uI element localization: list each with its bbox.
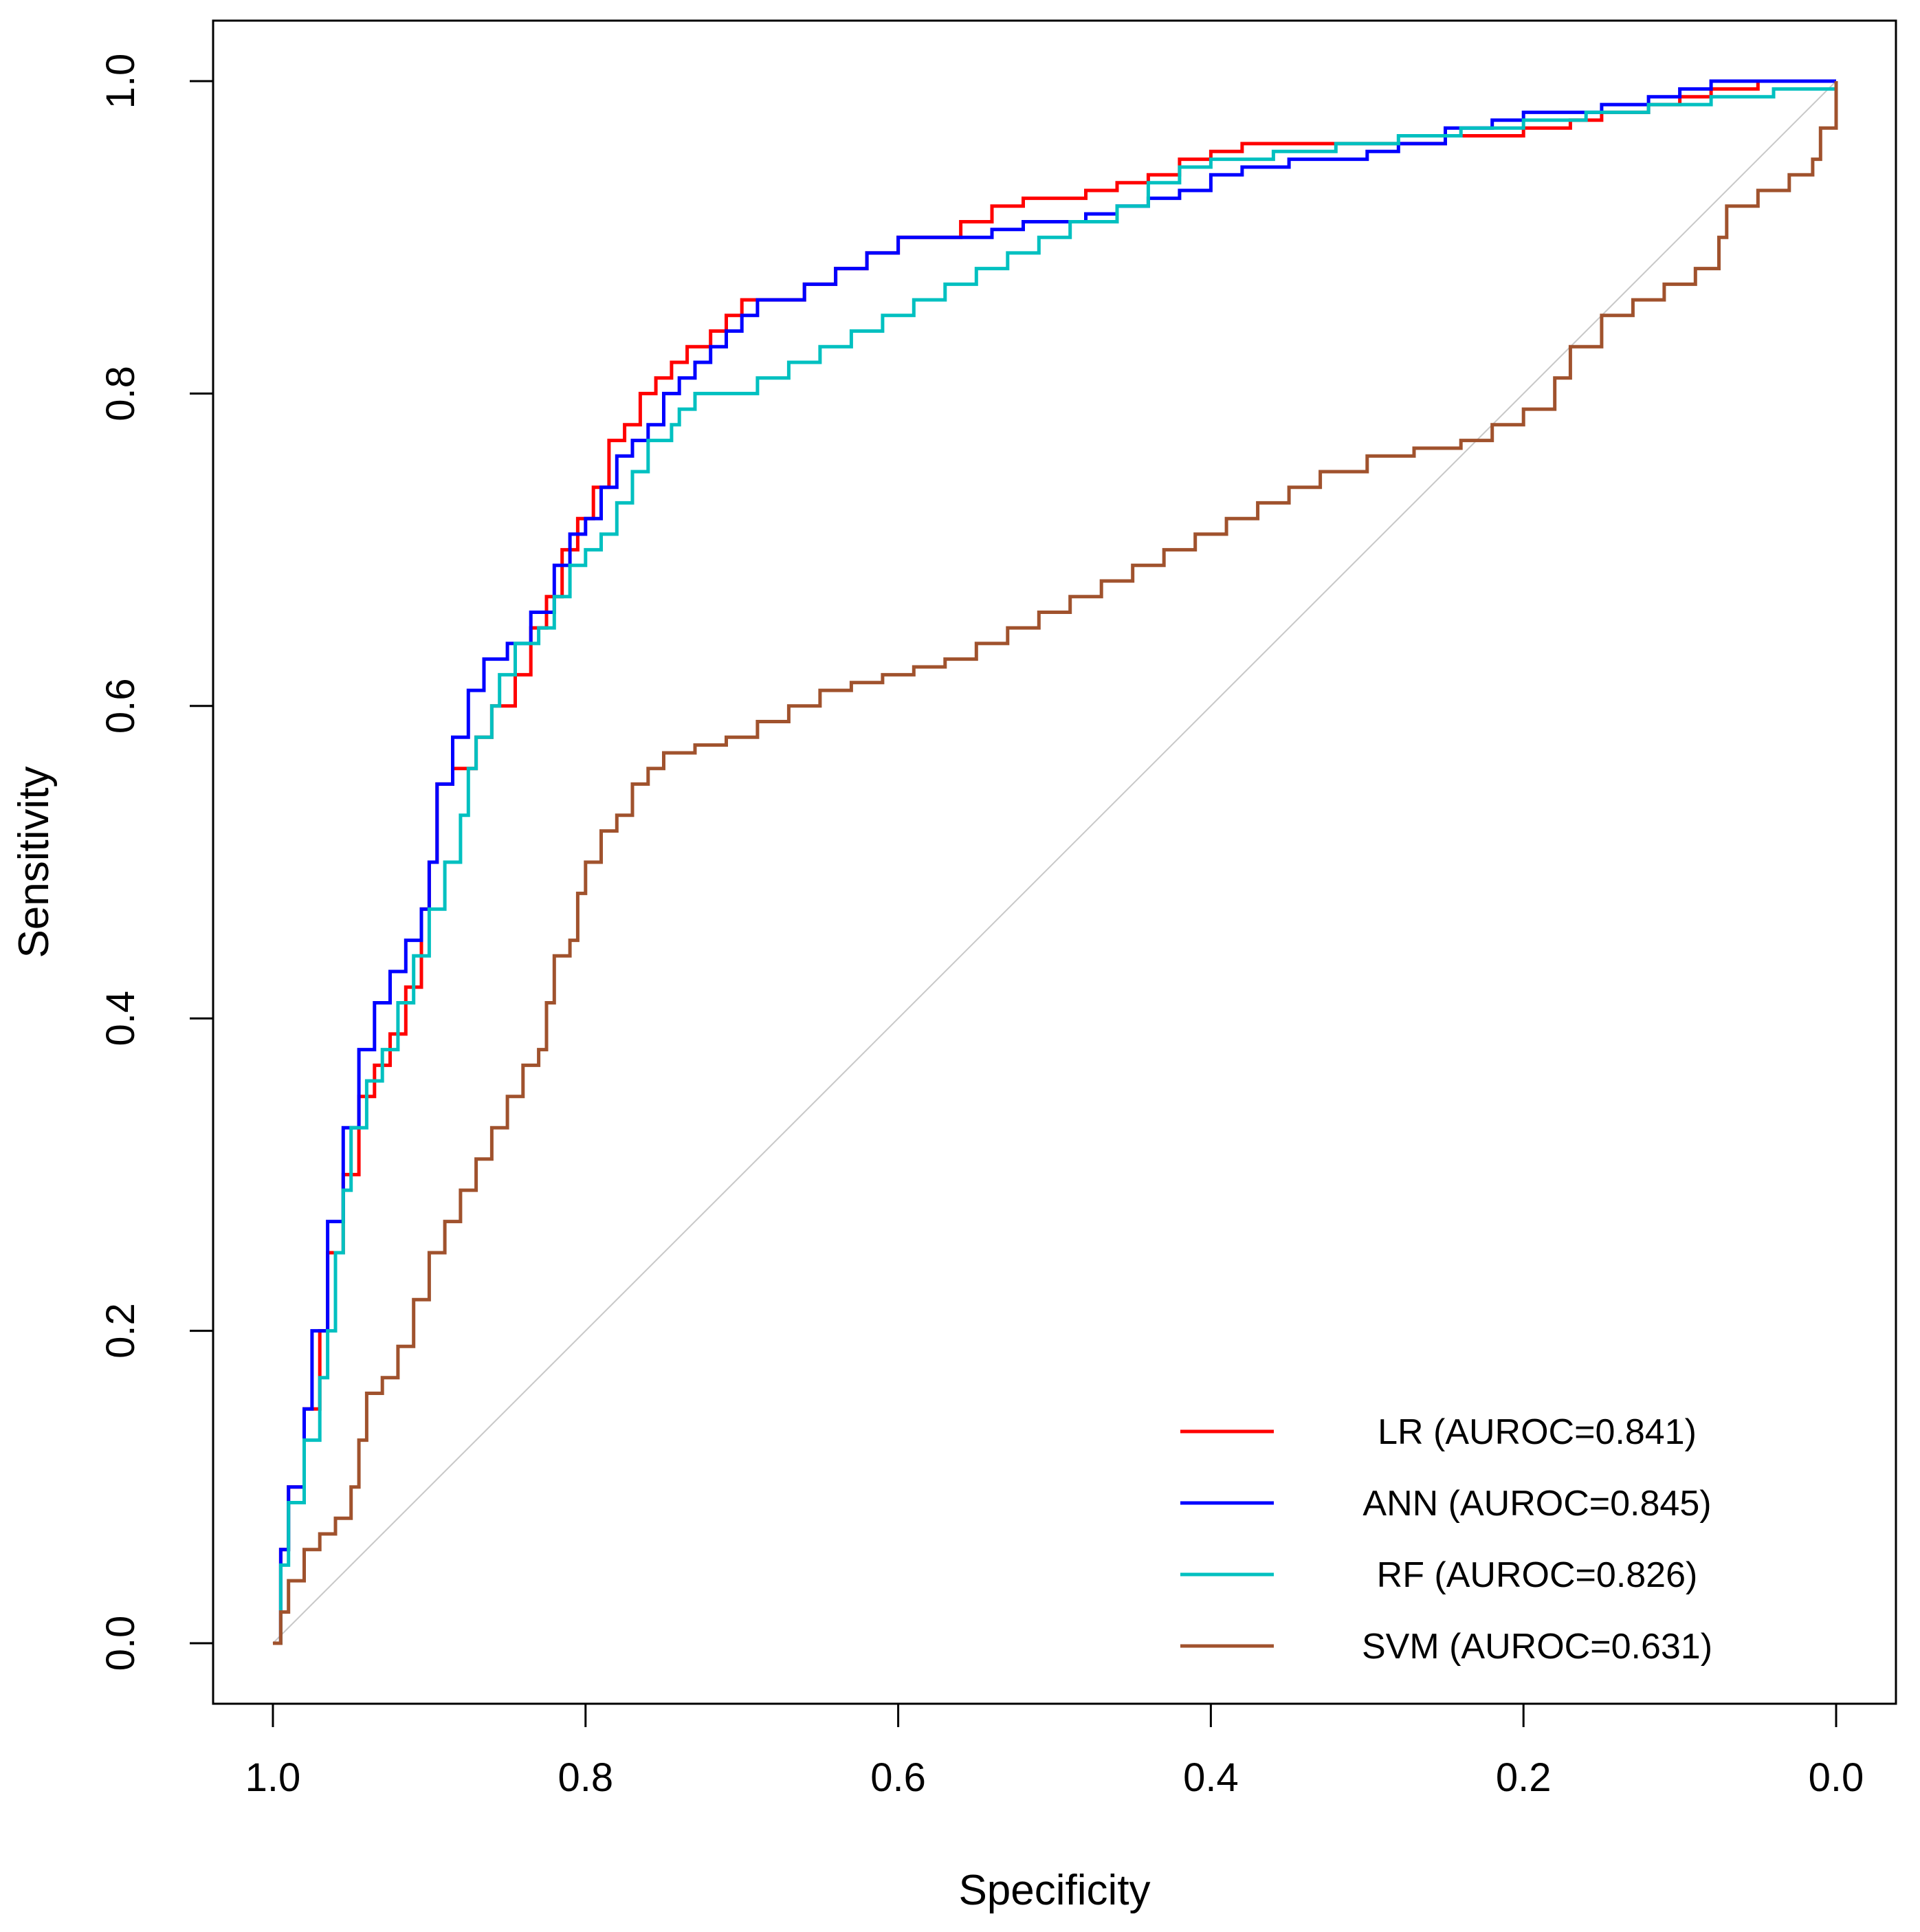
x-tick-label: 0.4 [1183,1755,1239,1800]
reference-layer [272,80,1837,1644]
x-tick-label: 0.0 [1809,1755,1864,1800]
x-axis-title: Specificity [958,1867,1150,1914]
y-axis-title: Sensitivity [10,766,58,958]
lr-roc-line [273,79,1836,1645]
series-layer [273,79,1838,1645]
x-tick-label: 0.6 [870,1755,926,1800]
ann-roc-line [273,79,1836,1645]
x-tick-label: 1.0 [245,1755,301,1800]
rf-roc-line [273,81,1838,1645]
y-tick-label: 1.0 [98,54,143,109]
y-tick-label: 0.2 [98,1303,143,1359]
y-tick-label: 0.6 [98,678,143,734]
y-tick-label: 0.4 [98,991,143,1046]
y-tick-label: 0.0 [98,1616,143,1671]
svm-roc-line [273,81,1838,1645]
rf-legend-label: RF (AUROC=0.826) [1377,1555,1698,1595]
svm-legend-label: SVM (AUROC=0.631) [1362,1627,1712,1667]
lr-legend-label: LR (AUROC=0.841) [1378,1412,1697,1452]
x-tick-label: 0.2 [1496,1755,1552,1800]
axes-layer: 1.0 0.8 0.6 0.4 0.2 0.0 0.0 0.2 0.4 0.6 0.8 1.0 [98,54,1864,1800]
y-tick-label: 0.8 [98,366,143,421]
legend: LR (AUROC=0.841) ANN (AUROC=0.845) RF (AUR… [1180,1412,1712,1667]
x-tick-label: 0.8 [558,1755,613,1800]
ann-legend-label: ANN (AUROC=0.845) [1362,1484,1711,1524]
reference-diagonal-line [272,80,1837,1644]
